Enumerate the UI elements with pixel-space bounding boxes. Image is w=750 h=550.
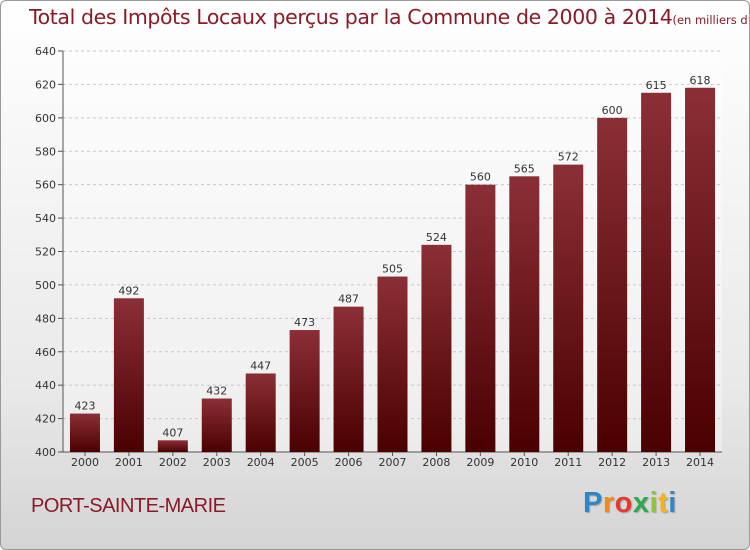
bar [509,176,540,452]
bar-value-label: 432 [206,385,227,398]
bar [333,306,364,452]
y-tick-label: 500 [35,279,56,292]
y-tick-label: 480 [35,312,56,325]
bar-value-label: 473 [294,316,315,329]
bar-value-label: 423 [74,400,95,413]
bar-value-label: 407 [162,426,183,439]
bar [245,373,276,452]
bar-value-label: 487 [338,293,359,306]
bar [157,440,188,452]
logo-letter: x [632,487,650,519]
x-tick-label: 2010 [510,456,538,469]
y-tick-label: 620 [35,78,56,91]
bar-value-label: 492 [118,284,139,297]
bar [289,330,320,452]
bar [465,184,496,452]
x-tick-label: 2008 [422,456,450,469]
x-tick-label: 2001 [115,456,143,469]
bar [641,92,672,452]
y-tick-label: 560 [35,179,56,192]
bar-value-label: 447 [250,359,271,372]
chart-title: Total des Impôts Locaux perçus par la Co… [29,5,750,29]
x-tick-label: 2005 [291,456,319,469]
y-tick-label: 520 [35,246,56,259]
x-tick-label: 2013 [642,456,670,469]
y-tick-label: 440 [35,379,56,392]
bar-value-label: 505 [382,263,403,276]
commune-name: PORT-SAINTE-MARIE [31,495,226,517]
y-tick-label: 580 [35,145,56,158]
x-tick-label: 2002 [159,456,187,469]
x-tick-label: 2014 [686,456,714,469]
bar-value-label: 572 [558,151,579,164]
bar-value-label: 565 [514,162,535,175]
logo-letter: P [583,487,603,519]
x-tick-label: 2011 [554,456,582,469]
bar-value-label: 615 [646,79,667,92]
bar [685,87,716,452]
bar [553,164,584,452]
bar-value-label: 560 [470,171,491,184]
logo-letter: i [668,487,677,519]
y-tick-label: 640 [35,45,56,58]
logo-letter: o [614,487,633,519]
x-tick-label: 2007 [379,456,407,469]
bar [201,398,232,452]
y-tick-label: 600 [35,112,56,125]
bar [113,298,144,452]
y-tick-label: 420 [35,413,56,426]
logo-letter: t [658,487,669,519]
y-tick-label: 400 [35,446,56,459]
proxiti-logo: Proxiti [583,487,677,520]
bar [377,276,408,452]
y-tick-label: 460 [35,346,56,359]
bar-value-label: 600 [602,104,623,117]
logo-letter: r [602,487,615,519]
y-tick-label: 540 [35,212,56,225]
x-tick-label: 2000 [71,456,99,469]
chart-title-text: Total des Impôts Locaux perçus par la Co… [29,5,673,29]
bar-value-label: 618 [690,74,711,87]
bar-value-label: 524 [426,231,447,244]
x-tick-label: 2012 [598,456,626,469]
x-tick-label: 2004 [247,456,275,469]
chart-unit-note: (en milliers d'€) [672,13,750,27]
x-tick-label: 2009 [466,456,494,469]
bar [69,413,100,452]
bar [597,117,628,452]
x-tick-label: 2006 [335,456,363,469]
x-tick-label: 2003 [203,456,231,469]
bar [421,244,452,452]
logo-letter: i [649,487,659,519]
